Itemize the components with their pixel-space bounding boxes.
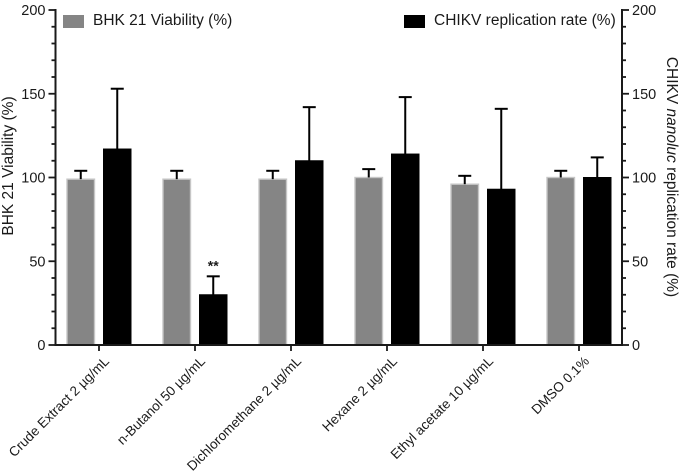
left-tick-label: 0 (37, 338, 45, 354)
x-category-label: Ethyl acetate 10 µg/mL (388, 353, 497, 462)
left-tick-label: 50 (29, 254, 45, 270)
legend-item-viability: BHK 21 Viability (%) (63, 12, 233, 29)
bar-viability (162, 178, 192, 346)
left-tick-label: 200 (21, 3, 45, 19)
bar-replication (103, 148, 132, 346)
viability-swatch-icon (63, 14, 84, 28)
bar-replication (391, 153, 420, 346)
right-tick-label: 200 (632, 3, 656, 19)
right-tick-label: 150 (632, 87, 656, 103)
x-category-label: Hexane 2 µg/mL (319, 353, 400, 434)
bar-replication (295, 160, 324, 346)
right-axis-title-italic: nanoluc (663, 108, 680, 163)
legend-label-viability: BHK 21 Viability (%) (93, 12, 233, 29)
bar-replication (487, 188, 516, 346)
x-category-label: Crude Extract 2 µg/mL (6, 353, 113, 460)
replication-swatch-icon (404, 14, 425, 28)
left-tick-label: 100 (21, 171, 45, 187)
bar-viability (66, 178, 96, 346)
right-tick-label: 0 (632, 338, 640, 354)
significance-marker: ** (208, 257, 219, 273)
bar-viability (546, 176, 576, 346)
left-axis-title: BHK 21 Viability (%) (0, 96, 17, 236)
bar-viability (450, 183, 480, 346)
right-axis-title: CHIKV nanoluc replication rate (%) (662, 17, 680, 337)
right-axis-title-suffix: replication rate (%) (663, 162, 680, 298)
legend-item-replication: CHIKV replication rate (%) (404, 12, 616, 29)
x-category-label: n-Butanol 50 µg/mL (114, 353, 208, 447)
right-tick-label: 100 (632, 171, 656, 187)
bar-viability (354, 176, 384, 346)
bar-replication (199, 294, 228, 346)
x-category-label: DMSO 0.1% (528, 354, 592, 418)
right-axis-title-prefix: CHIKV (663, 56, 680, 109)
bar-viability (258, 178, 288, 346)
left-tick-label: 150 (21, 87, 45, 103)
right-tick-label: 50 (632, 254, 648, 270)
x-category-label: Dichloromethane 2 µg/mL (184, 353, 304, 473)
legend-label-replication: CHIKV replication rate (%) (434, 12, 616, 29)
bar-replication (583, 177, 612, 346)
